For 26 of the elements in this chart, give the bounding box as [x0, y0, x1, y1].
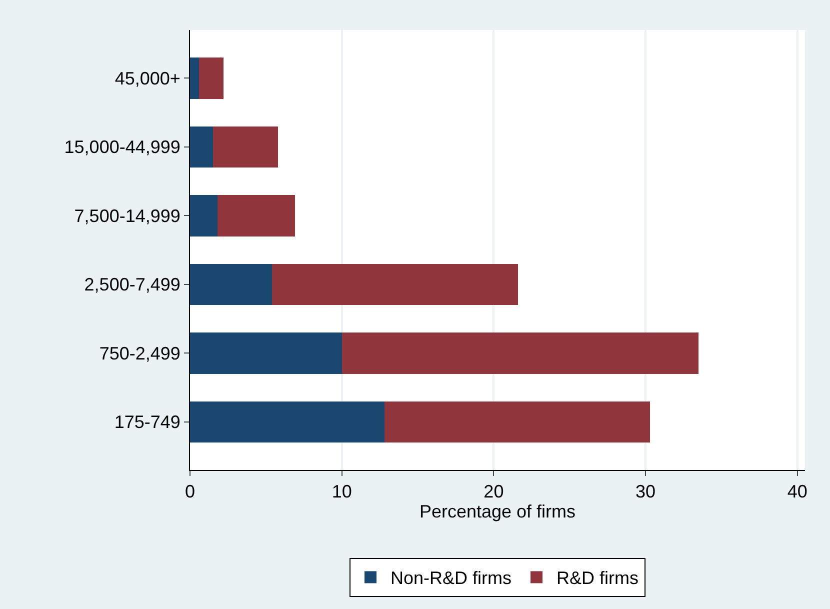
- y-tick-label: 175-749: [114, 412, 180, 432]
- bar: [217, 195, 295, 236]
- y-tick-label: 2,500-7,499: [84, 274, 180, 295]
- bar: [342, 332, 699, 374]
- bar: [384, 401, 650, 442]
- bar: [190, 264, 272, 305]
- y-tick-label: 45,000+: [114, 68, 180, 88]
- x-tick-label: 10: [332, 482, 352, 502]
- bar: [272, 264, 518, 305]
- y-tick-label: 15,000-44,999: [64, 137, 180, 158]
- bar: [190, 126, 213, 168]
- bar: [190, 195, 218, 236]
- x-tick-label: 0: [184, 482, 196, 502]
- x-tick-label: 20: [484, 482, 504, 502]
- x-tick-label: 30: [636, 482, 656, 502]
- x-axis-title: Percentage of firms: [419, 502, 576, 522]
- x-tick-label: 40: [787, 482, 808, 502]
- bar: [212, 126, 278, 168]
- bar: [190, 58, 200, 99]
- bar: [190, 401, 384, 442]
- bar: [190, 332, 342, 374]
- legend-label: R&D firms: [556, 568, 639, 588]
- y-tick-label: 750-2,499: [99, 343, 180, 364]
- y-tick-label: 7,500-14,999: [74, 206, 180, 226]
- bar: [199, 58, 224, 99]
- legend-label: Non-R&D firms: [390, 568, 512, 588]
